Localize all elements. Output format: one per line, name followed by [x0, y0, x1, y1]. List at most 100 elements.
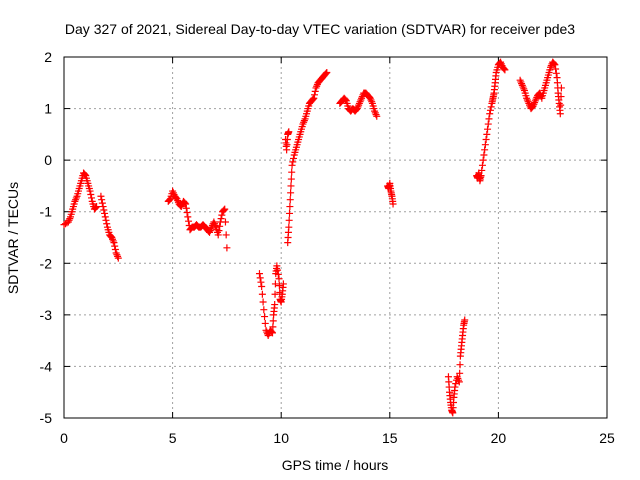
data-point: [99, 203, 107, 211]
data-point: [64, 218, 72, 226]
data-point: [321, 70, 329, 78]
data-point: [456, 361, 464, 369]
data-point: [523, 96, 531, 104]
data-point: [479, 156, 487, 164]
data-point: [269, 317, 277, 325]
data-point: [484, 125, 492, 133]
data-point: [93, 203, 101, 211]
data-point: [86, 187, 94, 195]
data-point: [114, 252, 122, 260]
data-point: [274, 266, 282, 274]
data-point: [518, 80, 526, 88]
data-point: [516, 76, 524, 84]
data-point: [256, 274, 264, 282]
data-point: [72, 196, 80, 204]
data-point: [275, 275, 283, 283]
data-point: [531, 97, 539, 105]
data-point: [300, 117, 308, 125]
data-point: [357, 96, 365, 104]
data-point: [183, 209, 191, 217]
y-tick-label: -4: [40, 358, 53, 374]
data-point: [341, 95, 349, 103]
data-point: [222, 231, 230, 239]
data-point: [285, 216, 293, 224]
data-point: [184, 213, 192, 221]
x-tick-label: 0: [60, 430, 68, 446]
data-point: [261, 319, 269, 327]
data-point: [501, 66, 509, 74]
data-point: [223, 244, 231, 252]
data-point: [274, 270, 282, 278]
data-point: [483, 130, 491, 138]
data-point: [530, 100, 538, 108]
data-point: [497, 60, 505, 68]
data-point: [109, 235, 117, 243]
data-point: [531, 99, 539, 107]
data-point: [309, 95, 317, 103]
data-point: [177, 203, 185, 211]
data-point: [551, 61, 559, 69]
data-point: [552, 69, 560, 77]
data-point: [173, 195, 181, 203]
data-point: [174, 197, 182, 205]
data-point: [311, 87, 319, 95]
y-tick-label: 2: [44, 49, 52, 65]
data-point: [312, 84, 320, 92]
data-point: [451, 383, 459, 391]
data-point: [255, 270, 263, 278]
data-point: [101, 209, 109, 217]
data-point: [355, 101, 363, 109]
data-point: [261, 313, 269, 321]
data-point: [354, 103, 362, 111]
data-point: [218, 211, 226, 219]
data-point: [289, 158, 297, 166]
data-point: [371, 107, 379, 115]
data-point: [221, 218, 229, 226]
data-point: [182, 200, 190, 208]
x-tick-labels: 0 5 10 15 20 25: [60, 430, 615, 446]
data-point: [299, 120, 307, 128]
data-point: [556, 110, 564, 118]
data-point: [367, 96, 375, 104]
data-point: [214, 231, 222, 239]
data-point: [271, 290, 279, 298]
y-tick-label: -3: [40, 307, 53, 323]
data-point: [166, 196, 174, 204]
data-point: [65, 216, 73, 224]
data-point: [71, 197, 79, 205]
data-point: [271, 301, 279, 309]
plot-area: [63, 56, 608, 419]
data-point: [211, 220, 219, 228]
data-point: [269, 329, 277, 337]
data-points: [60, 58, 565, 417]
data-point: [257, 278, 265, 286]
data-point: [322, 69, 330, 77]
data-point: [216, 222, 224, 230]
data-point: [300, 118, 308, 126]
data-point: [109, 237, 117, 245]
data-point: [499, 64, 507, 72]
data-point: [287, 182, 295, 190]
axis-ticks: [63, 56, 608, 419]
data-point: [486, 110, 494, 118]
data-point: [279, 280, 287, 288]
data-point: [271, 280, 279, 288]
data-point: [181, 199, 189, 207]
data-point: [288, 161, 296, 169]
data-point: [486, 106, 494, 114]
data-point: [524, 98, 532, 106]
data-point: [455, 376, 463, 384]
data-point: [373, 112, 381, 120]
data-point: [461, 316, 469, 324]
data-point: [215, 227, 223, 235]
data-point: [264, 331, 272, 339]
data-point: [454, 374, 462, 382]
x-tick-label: 15: [382, 430, 398, 446]
y-tick-label: -1: [40, 204, 53, 220]
data-point: [342, 96, 350, 104]
data-point: [286, 196, 294, 204]
data-point: [111, 246, 119, 254]
data-point: [520, 85, 528, 93]
data-point: [207, 225, 215, 233]
data-point: [72, 194, 80, 202]
